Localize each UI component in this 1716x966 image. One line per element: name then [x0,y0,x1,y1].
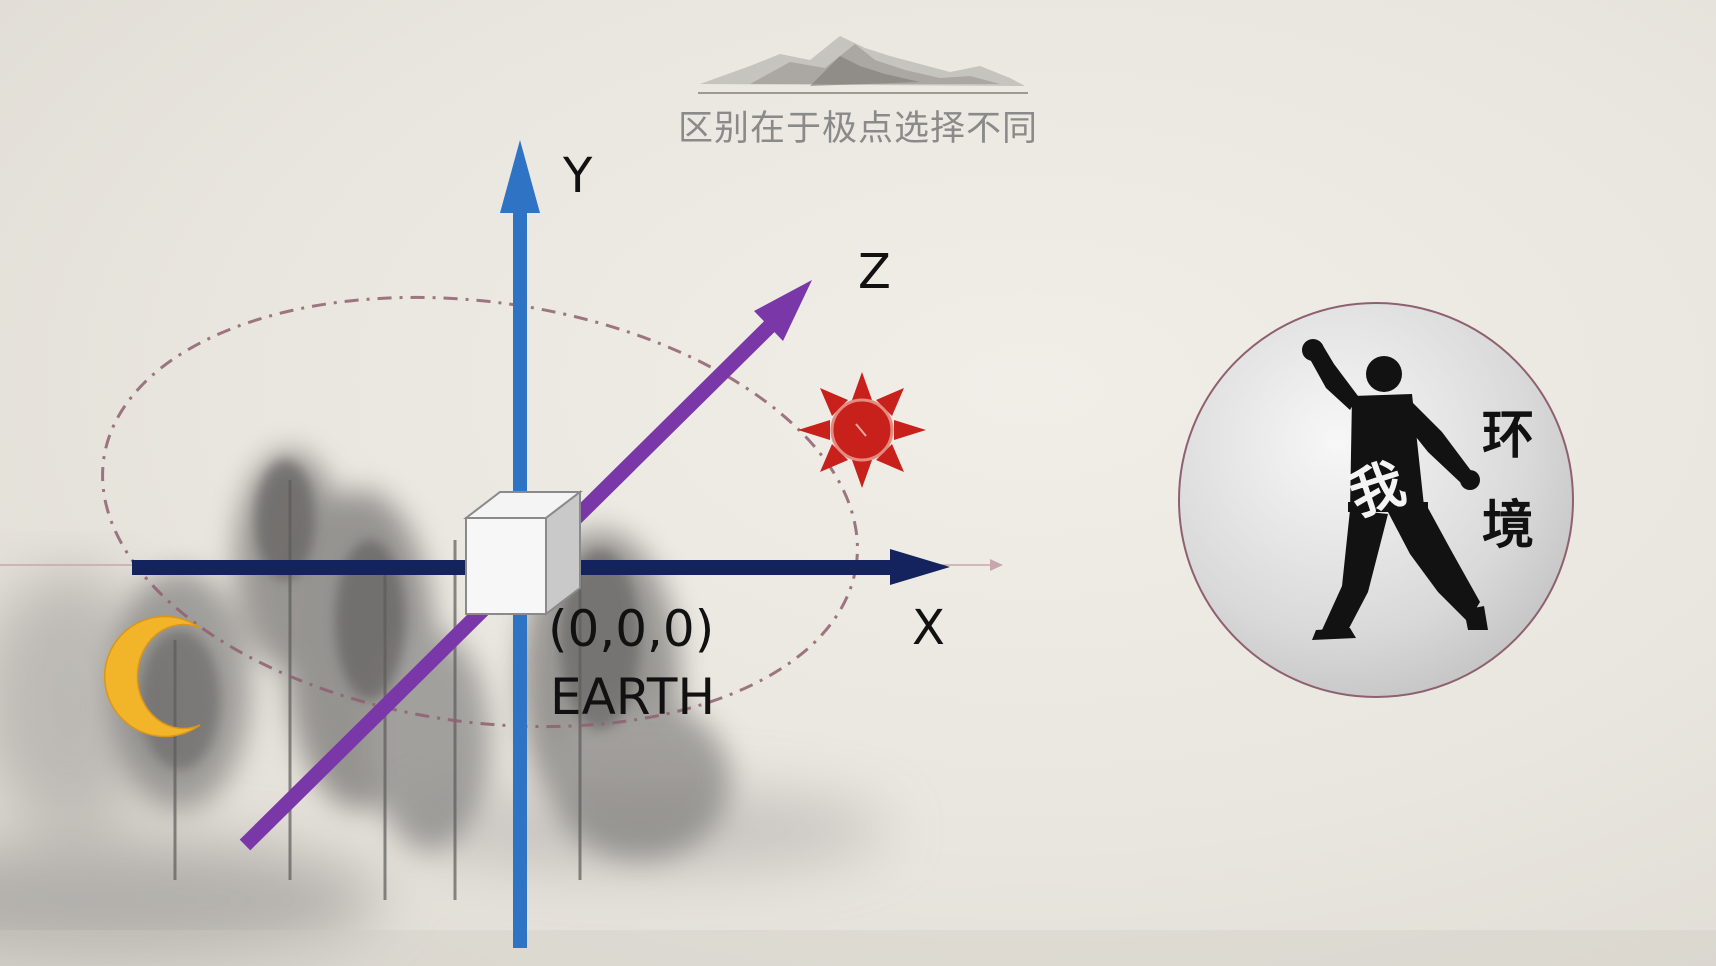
karate-figure-icon [1302,339,1488,640]
z-axis-arrow [754,280,812,341]
x-axis-guide-arrow [990,559,1003,571]
mountain-ink-icon [700,36,1025,86]
y-axis-arrow [500,140,540,213]
origin-coords: (0,0,0) [548,600,715,658]
y-axis-label: Y [563,148,593,204]
page-title: 区别在于极点选择不同 [677,109,1038,149]
moon-icon [104,615,201,738]
sun-icon [798,372,926,488]
emblem-char-env-2: 境 [1482,495,1535,556]
x-axis-label: X [912,600,945,656]
x-axis-arrow [890,549,950,585]
emblem-circle [1178,302,1574,698]
origin-name: EARTH [550,668,716,726]
emblem-char-env-1: 环 [1482,405,1535,466]
z-axis-label: Z [858,244,891,300]
cube-icon [463,489,583,617]
title-divider [698,92,1028,94]
